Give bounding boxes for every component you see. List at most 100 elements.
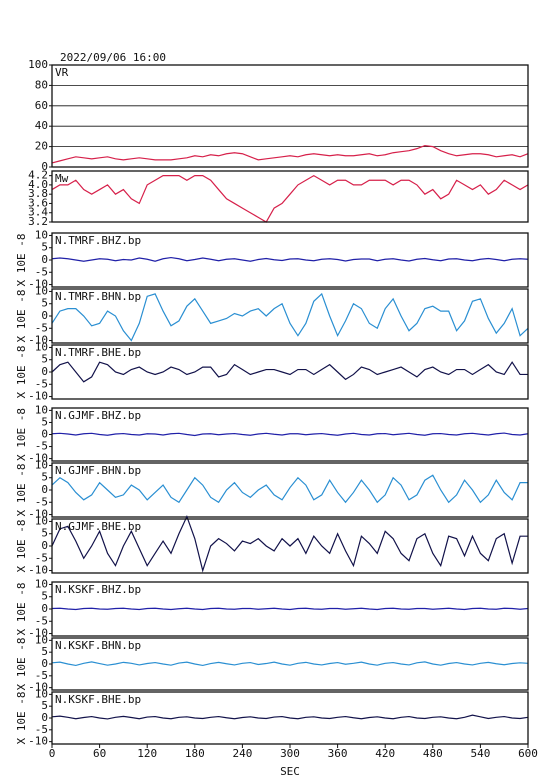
- y-axis-label: X 10E -8: [15, 520, 28, 573]
- panel-label: N.KSKF.BHZ.bp: [55, 583, 141, 596]
- y-tick-label: 0: [41, 602, 48, 615]
- panel-label: Mw: [55, 172, 69, 185]
- y-tick-label: 5: [41, 590, 48, 603]
- y-tick-label: -5: [35, 440, 48, 453]
- panel-label: N.GJMF.BHN.bp: [55, 464, 141, 477]
- x-tick-label: 300: [280, 747, 300, 760]
- waveform: [51, 474, 528, 504]
- y-tick-label: 5: [41, 471, 48, 484]
- panel-frame: [51, 637, 529, 691]
- y-tick-label: 0: [41, 539, 48, 552]
- y-tick-label: 5: [41, 297, 48, 310]
- y-tick-label: 0: [41, 711, 48, 724]
- y-tick-label: 5: [41, 699, 48, 712]
- y-tick-label: 80: [35, 78, 48, 91]
- x-tick-label: 0: [49, 747, 56, 760]
- waveform: [51, 714, 529, 720]
- panel-label: N.GJMF.BHZ.bp: [55, 409, 141, 422]
- y-tick-label: 3.4: [28, 206, 48, 219]
- panel-label: N.TMRF.BHN.bp: [55, 290, 141, 303]
- x-tick-label: 120: [137, 747, 157, 760]
- panel-frame: [51, 581, 529, 637]
- y-axis-label: X 10E -8: [15, 692, 28, 745]
- y-axis-label: X 10E -8: [15, 346, 28, 399]
- x-tick-label: 480: [423, 747, 443, 760]
- y-tick-label: -10: [28, 278, 48, 291]
- y-tick-label: -10: [28, 564, 48, 577]
- panel-label: VR: [55, 66, 69, 79]
- y-tick-label: -10: [28, 390, 48, 403]
- y-axis-label: X 10E -8: [15, 234, 28, 287]
- y-tick-label: 10: [35, 514, 48, 527]
- panel-label: N.KSKF.BHN.bp: [55, 639, 141, 652]
- waveform: [51, 174, 529, 223]
- y-tick-label: -5: [35, 723, 48, 736]
- x-tick-label: 420: [375, 747, 395, 760]
- panel-label: N.TMRF.BHZ.bp: [55, 234, 141, 247]
- y-tick-label: -5: [35, 321, 48, 334]
- y-tick-label: 10: [35, 633, 48, 646]
- panel-frame: [51, 518, 529, 574]
- y-tick-label: 40: [35, 119, 48, 132]
- y-tick-label: 0: [41, 160, 48, 173]
- y-tick-label: 60: [35, 99, 48, 112]
- x-tick-label: 180: [185, 747, 205, 760]
- y-tick-label: -10: [28, 681, 48, 694]
- y-tick-label: -5: [35, 265, 48, 278]
- y-axis-label: X 10E -8: [15, 464, 28, 517]
- y-tick-label: 0: [41, 483, 48, 496]
- y-tick-label: 10: [35, 228, 48, 241]
- x-tick-label: 60: [93, 747, 106, 760]
- panel-frame: [51, 288, 529, 344]
- y-tick-label: 0: [41, 253, 48, 266]
- waveform: [51, 514, 528, 573]
- y-tick-label: 5: [41, 645, 48, 658]
- y-tick-label: -10: [28, 334, 48, 347]
- y-axis-label: X 10E -8: [15, 408, 28, 461]
- panel-label: N.TMRF.BHE.bp: [55, 346, 141, 359]
- waveform: [51, 144, 529, 164]
- y-axis-label: X 10E -8: [15, 583, 28, 636]
- y-tick-label: 20: [35, 140, 48, 153]
- y-tick-label: -5: [35, 495, 48, 508]
- panel-label: N.GJMF.BHE.bp: [55, 520, 141, 533]
- y-tick-label: 10: [35, 284, 48, 297]
- y-tick-label: 0: [41, 309, 48, 322]
- x-tick-label: 600: [518, 747, 538, 760]
- y-tick-label: 10: [35, 340, 48, 353]
- y-tick-label: -10: [28, 508, 48, 521]
- y-tick-label: 3.6: [28, 196, 48, 209]
- y-tick-label: 5: [41, 353, 48, 366]
- y-tick-label: 0: [41, 428, 48, 441]
- y-tick-label: -10: [28, 627, 48, 640]
- y-tick-label: 4.0: [28, 178, 48, 191]
- y-tick-label: 10: [35, 403, 48, 416]
- waveform: [51, 607, 529, 611]
- x-tick-label: 240: [232, 747, 252, 760]
- y-axis-label: X 10E -8: [15, 638, 28, 691]
- panel-frame: [51, 64, 529, 168]
- y-tick-label: -5: [35, 377, 48, 390]
- y-tick-label: 3.2: [28, 215, 48, 228]
- waveform: [51, 432, 529, 437]
- waveform: [51, 256, 529, 262]
- y-tick-label: -5: [35, 669, 48, 682]
- y-tick-label: 10: [35, 687, 48, 700]
- y-tick-label: 0: [41, 657, 48, 670]
- y-axis-label: X 10E -8: [15, 290, 28, 343]
- panel-frame: [51, 344, 529, 400]
- y-tick-label: 5: [41, 527, 48, 540]
- y-tick-label: -10: [28, 452, 48, 465]
- y-tick-label: 0: [41, 365, 48, 378]
- panel-frame: [51, 232, 529, 288]
- y-tick-label: -5: [35, 614, 48, 627]
- y-tick-label: -5: [35, 551, 48, 564]
- y-tick-label: 5: [41, 241, 48, 254]
- panel-frame: [51, 170, 529, 223]
- waveform: [51, 661, 529, 667]
- y-tick-label: 5: [41, 415, 48, 428]
- x-tick-label: 540: [470, 747, 490, 760]
- y-tick-label: 10: [35, 458, 48, 471]
